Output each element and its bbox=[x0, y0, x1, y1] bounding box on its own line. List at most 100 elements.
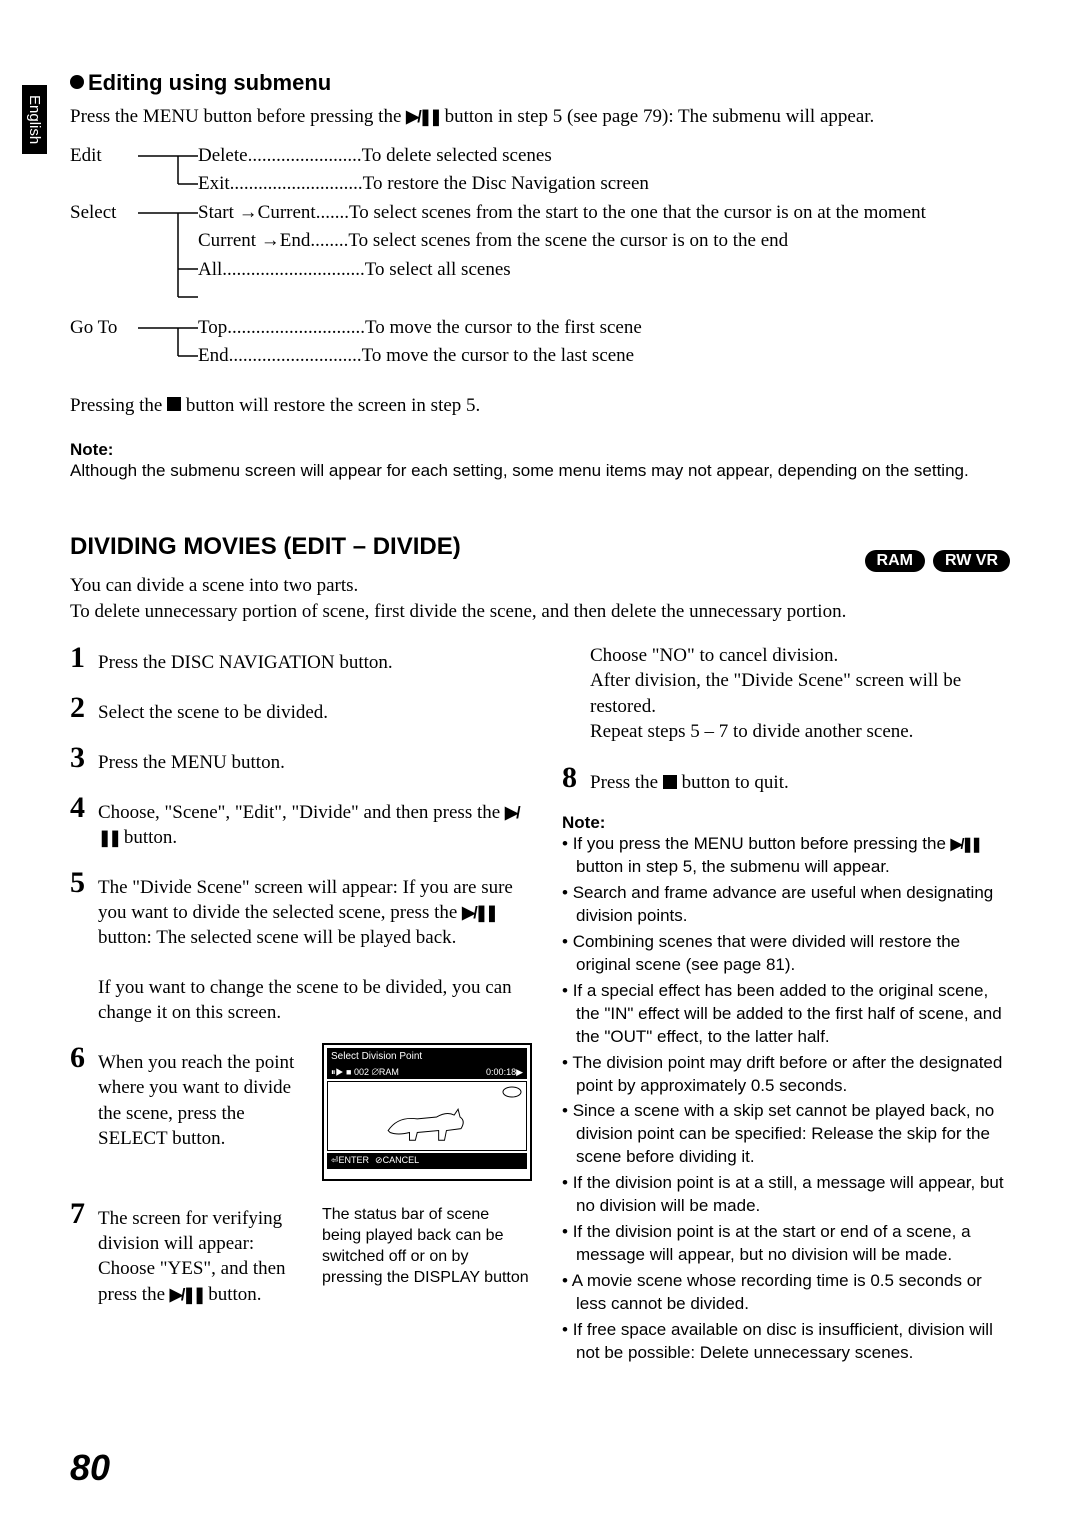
bullet-icon bbox=[70, 75, 84, 89]
badges-row: RAM RW VR bbox=[865, 550, 1010, 572]
step-num: 2 bbox=[70, 693, 98, 725]
play-pause-icon bbox=[406, 106, 440, 127]
tree-item: Top .............................To move… bbox=[198, 314, 1010, 343]
item-desc: To select scenes from the scene the curs… bbox=[348, 227, 788, 256]
right-intro-0: Choose "NO" to cancel division. bbox=[590, 645, 838, 666]
note-item: If the division point is at the start or… bbox=[562, 1221, 1010, 1267]
bracket-icon bbox=[138, 142, 198, 202]
right-column: Choose "NO" to cancel division. After di… bbox=[562, 643, 1010, 1368]
item-key: Delete bbox=[198, 142, 248, 171]
item-key: StartCurrent bbox=[198, 199, 316, 228]
step-num: 4 bbox=[70, 793, 98, 850]
note-item: Since a scene with a skip set cannot be … bbox=[562, 1100, 1010, 1169]
tree-item: StartCurrent.......To select scenes from… bbox=[198, 199, 1010, 228]
stop-icon bbox=[663, 772, 677, 793]
tree-item: Exit............................To resto… bbox=[198, 170, 1010, 199]
dots: ........................ bbox=[248, 142, 362, 171]
stop-icon bbox=[167, 395, 181, 416]
section2-intro: You can divide a scene into two parts. T… bbox=[70, 573, 1010, 624]
step-num: 3 bbox=[70, 743, 98, 775]
note-item: If a special effect has been added to th… bbox=[562, 980, 1010, 1049]
enter-label: ⏎ENTER bbox=[331, 1155, 369, 1167]
submenu-tree: Edit Delete ........................To d… bbox=[70, 142, 1010, 371]
note-label-2: Note: bbox=[562, 813, 1010, 833]
right-intro-1: After division, the "Divide Scene" scree… bbox=[590, 670, 961, 717]
thumb-info: ⏸▶ ■ 002 ⌀RAM 0:00:18▶ bbox=[327, 1066, 527, 1080]
thumb-title: Select Division Point bbox=[327, 1048, 527, 1065]
disc-icon bbox=[502, 1086, 522, 1098]
step-8: 8 Press the button to quit. bbox=[562, 763, 1010, 795]
item-desc: To delete selected scenes bbox=[362, 142, 552, 171]
section1-intro: Press the MENU button before pressing th… bbox=[70, 104, 1010, 130]
thumbnail-screen: Select Division Point ⏸▶ ■ 002 ⌀RAM 0:00… bbox=[322, 1043, 532, 1181]
dots: ............................ bbox=[229, 342, 362, 371]
item-key: All bbox=[198, 256, 222, 285]
dots: ............................ bbox=[230, 170, 363, 199]
intro-text-a: Press the MENU button before pressing th… bbox=[70, 106, 406, 127]
tree-item: End............................To move t… bbox=[198, 342, 1010, 371]
intro-text-b: button in step 5 (see page 79): The subm… bbox=[440, 106, 874, 127]
tree-item: Delete ........................To delete… bbox=[198, 142, 1010, 171]
step-num: 1 bbox=[70, 643, 98, 675]
play-pause-icon bbox=[951, 834, 980, 853]
item-desc: To move the cursor to the first scene bbox=[365, 314, 642, 343]
note-body: Although the submenu screen will appear … bbox=[70, 461, 969, 480]
step-num: 8 bbox=[562, 763, 590, 795]
step-5: 5 The "Divide Scene" screen will appear:… bbox=[70, 868, 532, 1025]
step-7: 7 The screen for verifying division will… bbox=[70, 1199, 532, 1306]
step-3: 3 Press the MENU button. bbox=[70, 743, 532, 775]
play-pause-icon bbox=[462, 902, 496, 923]
play-pause-icon bbox=[170, 1284, 204, 1305]
item-desc: To select scenes from the start to the o… bbox=[349, 199, 926, 228]
page-number: 80 bbox=[70, 1447, 110, 1489]
item-key: CurrentEnd bbox=[198, 227, 310, 256]
item-desc: To move the cursor to the last scene bbox=[362, 342, 635, 371]
step-num: 5 bbox=[70, 868, 98, 1025]
language-tab: English bbox=[22, 85, 47, 154]
note-item: Search and frame advance are useful when… bbox=[562, 882, 1010, 928]
step-body: Press the DISC NAVIGATION button. bbox=[98, 643, 532, 675]
thumb-info-right: 0:00:18▶ bbox=[486, 1067, 523, 1079]
dots: ........ bbox=[310, 227, 348, 256]
section1-title-text: Editing using submenu bbox=[88, 70, 331, 95]
step-num: 6 bbox=[70, 1043, 98, 1073]
note-item: If the division point is at a still, a m… bbox=[562, 1172, 1010, 1218]
tree-goto-label: Go To bbox=[70, 314, 138, 371]
item-key: Exit bbox=[198, 170, 230, 199]
step-body: The "Divide Scene" screen will appear: I… bbox=[98, 868, 532, 1025]
right-intro-2: Repeat steps 5 – 7 to divide another sce… bbox=[590, 721, 913, 742]
tree-item: All ..............................To sel… bbox=[198, 256, 1010, 285]
section1-heading: Editing using submenu bbox=[70, 70, 1010, 96]
note-label: Note: bbox=[70, 440, 113, 459]
thumb-buttons: ⏎ENTER ⊘CANCEL bbox=[327, 1153, 527, 1169]
thumb-viewport bbox=[327, 1081, 527, 1151]
note-list: If you press the MENU button before pres… bbox=[562, 833, 1010, 1365]
rwvr-badge: RW VR bbox=[933, 550, 1010, 572]
note-block: Note: Although the submenu screen will a… bbox=[70, 440, 1010, 483]
ram-badge: RAM bbox=[865, 550, 925, 572]
restore-note: Pressing the button will restore the scr… bbox=[70, 393, 1010, 419]
note-item: If free space available on disc is insuf… bbox=[562, 1319, 1010, 1365]
note-item: A movie scene whose recording time is 0.… bbox=[562, 1270, 1010, 1316]
item-desc: To select all scenes bbox=[365, 256, 511, 285]
step-body: Press the MENU button. bbox=[98, 743, 532, 775]
step-body: The screen for verifying division will a… bbox=[98, 1199, 308, 1306]
dots: .............................. bbox=[222, 256, 365, 285]
dots: ............................. bbox=[227, 314, 365, 343]
item-desc: To restore the Disc Navigation screen bbox=[363, 170, 649, 199]
thumbnail-caption: The status bar of scene being played bac… bbox=[322, 1205, 532, 1288]
dog-icon bbox=[328, 1082, 526, 1150]
tree-edit-label: Edit bbox=[70, 142, 138, 199]
step-2: 2 Select the scene to be divided. bbox=[70, 693, 532, 725]
thumb-info-left: ⏸▶ ■ 002 ⌀RAM bbox=[331, 1067, 399, 1079]
step-1: 1 Press the DISC NAVIGATION button. bbox=[70, 643, 532, 675]
item-key: Top bbox=[198, 314, 227, 343]
note-item: Combining scenes that were divided will … bbox=[562, 931, 1010, 977]
bracket-icon bbox=[138, 314, 198, 374]
restore-b: button will restore the screen in step 5… bbox=[181, 395, 480, 416]
step-num: 7 bbox=[70, 1199, 98, 1229]
step-6: 6 When you reach the point where you wan… bbox=[70, 1043, 532, 1181]
step-body: Choose, "Scene", "Edit", "Divide" and th… bbox=[98, 793, 532, 850]
item-key: End bbox=[198, 342, 229, 371]
arrow-icon bbox=[234, 202, 258, 223]
